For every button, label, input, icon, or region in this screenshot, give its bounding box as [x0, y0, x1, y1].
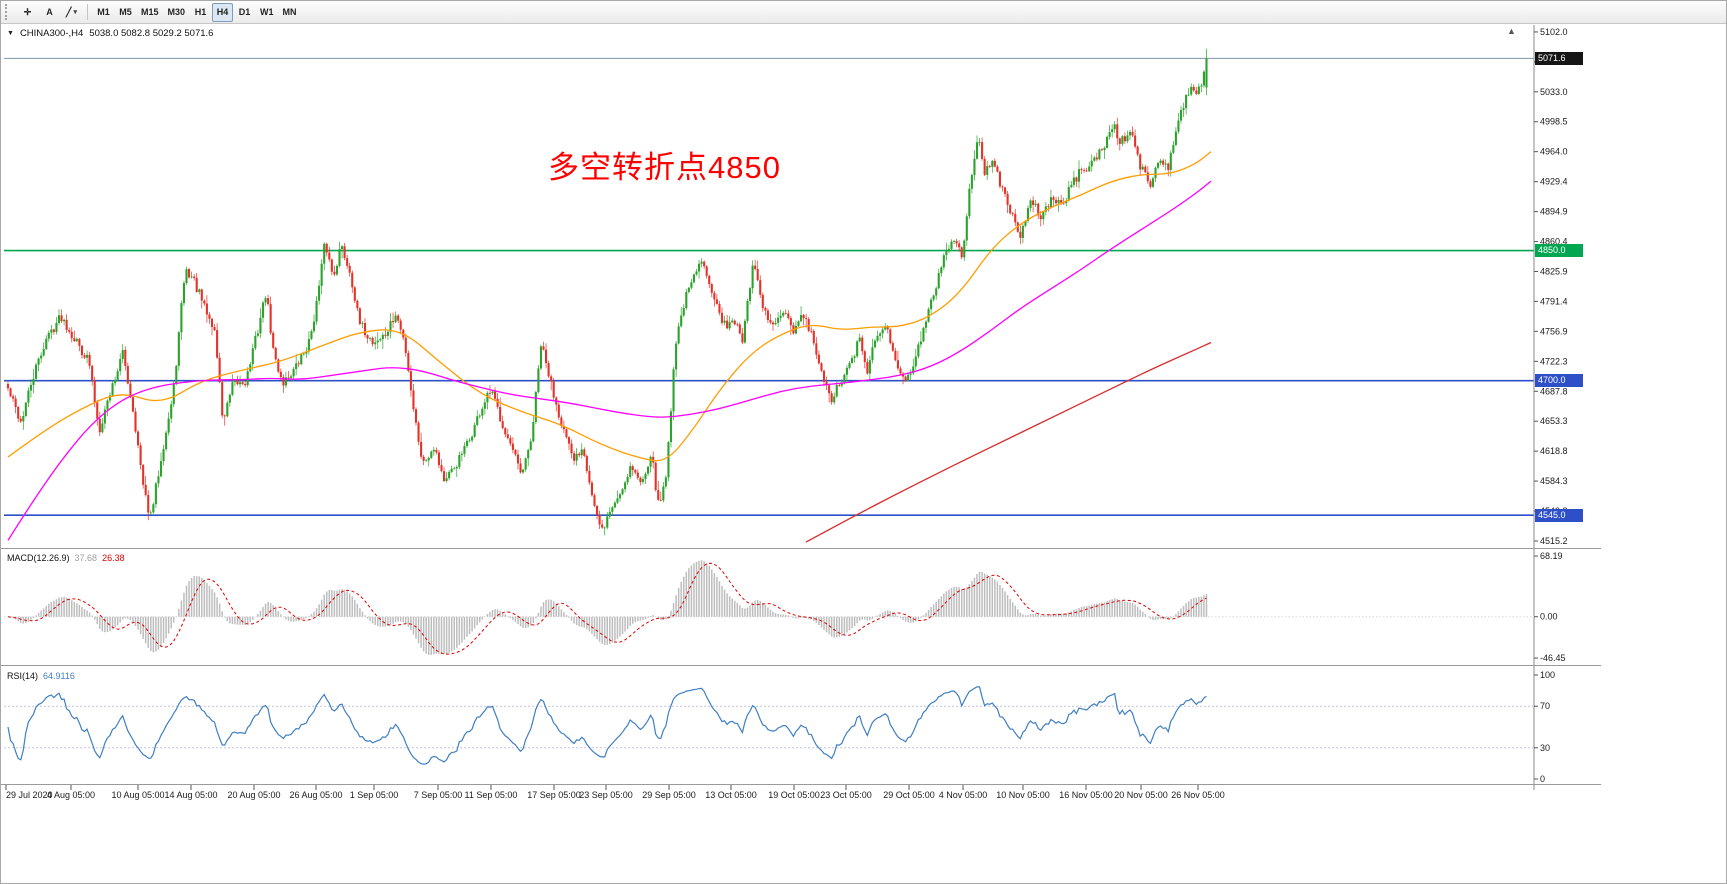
main-chart-plot-area[interactable] [1, 25, 1534, 547]
timeframe-button-group: M1 M5 M15 M30 H1 H4 D1 W1 MN [93, 2, 301, 22]
rsi-value: 64.9116 [43, 671, 75, 681]
price-axis-badge: 4700.0 [1535, 374, 1583, 388]
timeframe-button-w1[interactable]: W1 [256, 3, 278, 22]
macd-main-value: 37.68 [74, 553, 98, 563]
rsi-plot-area[interactable] [1, 667, 1534, 784]
trendline-icon: ╱ [66, 6, 72, 17]
rsi-name: RSI(14) [7, 671, 39, 681]
toolbar-separator [87, 4, 88, 20]
symbol-dropdown-icon[interactable]: ▼ [7, 30, 14, 37]
chart-annotation-text: 多空转折点4850 [548, 150, 781, 185]
macd-signal-value: 26.38 [102, 553, 125, 563]
timeframe-button-h1[interactable]: H1 [190, 3, 211, 22]
chart-shift-marker-icon[interactable]: ▲ [1507, 26, 1516, 36]
symbol-title: CHINA300-,H4 [19, 28, 84, 39]
text-label-tool-button[interactable]: A [39, 3, 60, 22]
price-axis-area[interactable] [1534, 25, 1614, 785]
time-axis-area[interactable] [1, 785, 1534, 803]
price-axis-badge: 5071.6 [1535, 51, 1583, 65]
chevron-down-icon: ▾ [73, 9, 77, 16]
macd-name: MACD(12.26.9) [7, 553, 70, 563]
timeframe-button-mn[interactable]: MN [279, 3, 301, 22]
timeframe-button-h4[interactable]: H4 [212, 2, 234, 22]
crosshair-tool-button[interactable]: ✛ [17, 3, 38, 22]
toolbar-grip[interactable] [5, 4, 12, 20]
timeframe-button-m15[interactable]: M15 [137, 3, 163, 22]
timeframe-button-m5[interactable]: M5 [115, 3, 136, 22]
timeframe-button-m30[interactable]: M30 [164, 3, 190, 22]
rsi-indicator-label: RSI(14) 64.9116 [7, 671, 75, 681]
text-label-icon: A [46, 7, 53, 17]
price-axis-badge: 4545.0 [1535, 508, 1583, 522]
timeframe-button-m1[interactable]: M1 [93, 3, 114, 22]
symbol-ohlc-values: 5038.0 5082.8 5029.2 5071.6 [89, 28, 214, 39]
price-axis-badge: 4850.0 [1535, 244, 1583, 258]
symbol-info-bar: ▼ CHINA300-,H4 5038.0 5082.8 5029.2 5071… [7, 28, 213, 39]
toolbar: ✛ A ╱ ▾ M1 M5 M15 M30 H1 H4 D1 W1 MN [1, 1, 1726, 24]
timeframe-button-d1[interactable]: D1 [234, 3, 255, 22]
crosshair-icon: ✛ [23, 6, 32, 17]
macd-indicator-label: MACD(12.26.9) 37.68 26.38 [7, 553, 125, 563]
macd-plot-area[interactable] [1, 549, 1534, 665]
line-tools-button[interactable]: ╱ ▾ [61, 3, 82, 22]
